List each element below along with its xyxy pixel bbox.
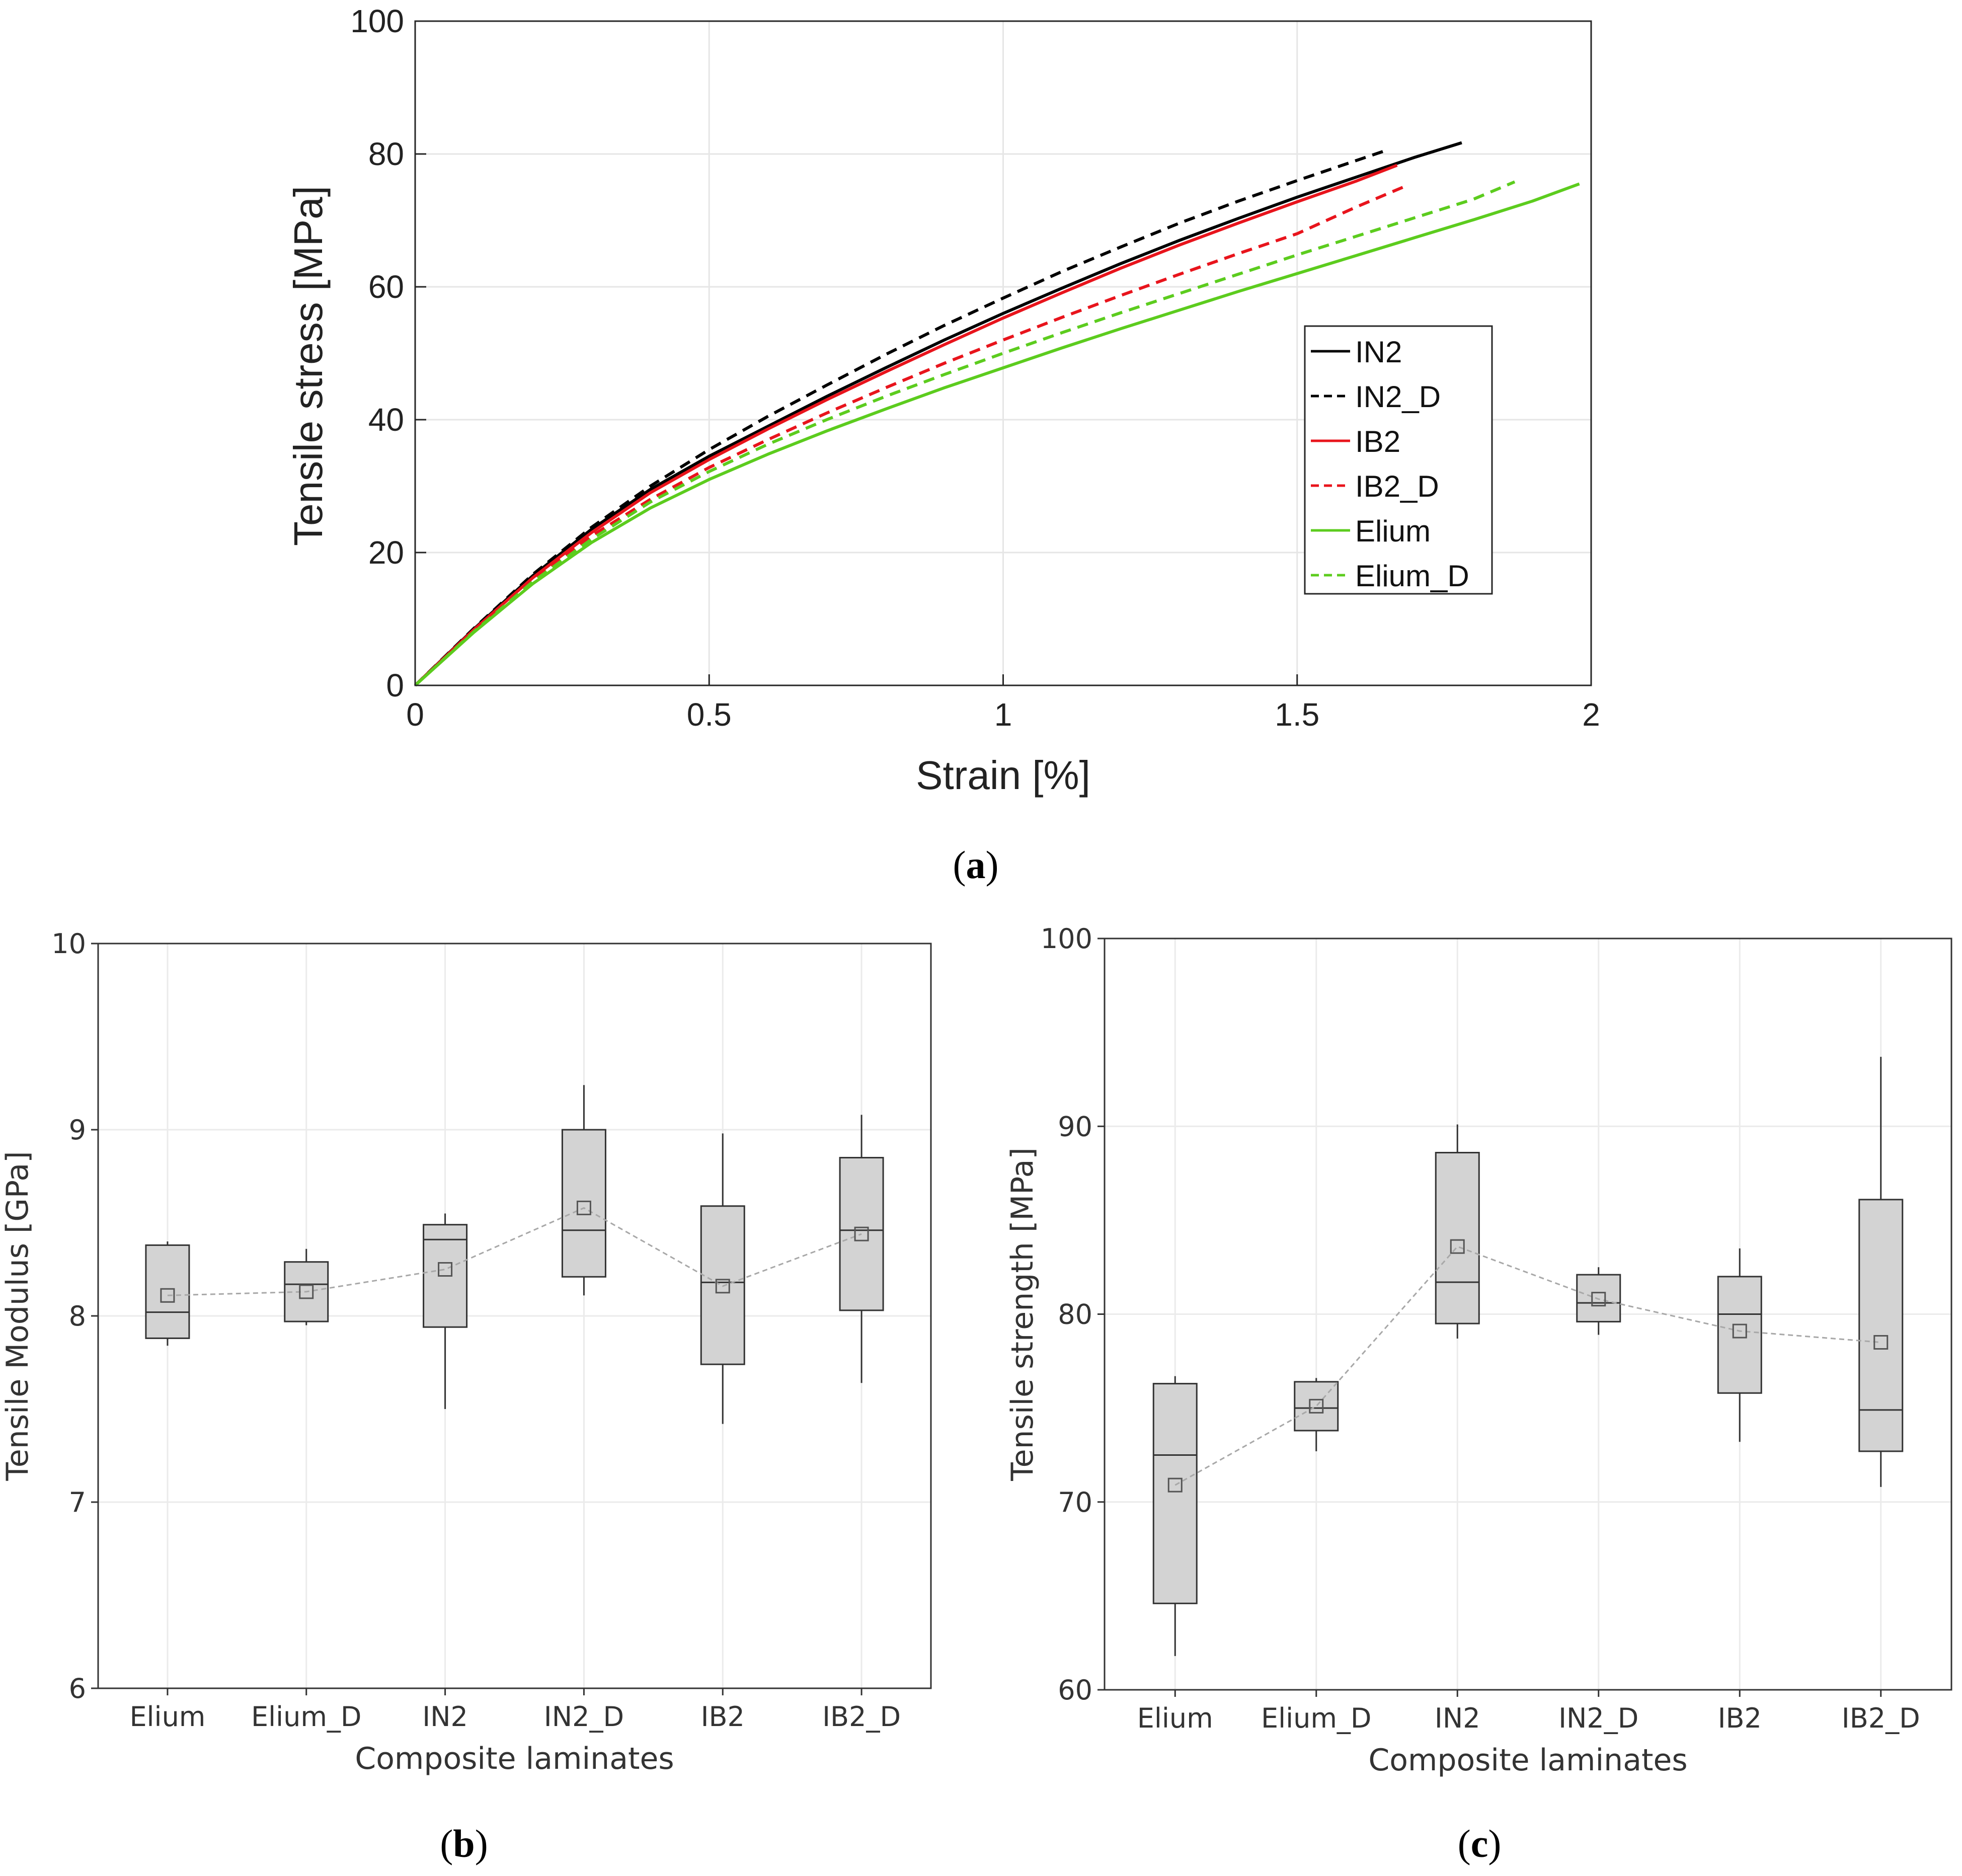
iqr-box	[1152, 1383, 1198, 1604]
mean-marker	[1450, 1239, 1465, 1254]
box-elium-d	[1294, 1378, 1339, 1451]
x-tick-label-a: 1.5	[1275, 696, 1319, 733]
legend-entry-label: IB2_D	[1355, 470, 1439, 503]
box-ib2	[1717, 1248, 1762, 1442]
y-axis-label-b: Tensile Modulus [GPa]	[0, 1151, 35, 1481]
mean-marker	[1167, 1477, 1183, 1493]
panel-b-caption: (b)	[440, 1822, 488, 1865]
box-in2-d	[1576, 1267, 1621, 1335]
mean-marker	[854, 1226, 869, 1241]
y-tick-label-a: 0	[386, 667, 404, 704]
box-ib2	[700, 1133, 745, 1424]
y-tick-label-a: 40	[368, 402, 404, 438]
x-tick-label-c: IB2	[1718, 1702, 1762, 1734]
x-tick-label-b: IB2_D	[822, 1701, 901, 1733]
y-tick-label-a: 20	[368, 534, 404, 571]
x-tick-label-b: Elium_D	[251, 1701, 362, 1733]
mean-marker	[1732, 1323, 1747, 1339]
x-axis-label-a: Strain [%]	[916, 753, 1090, 798]
y-tick-label-b: 6	[69, 1673, 86, 1704]
y-tick-label-a: 60	[368, 269, 404, 305]
mean-trend-line-b	[167, 1207, 862, 1296]
x-tick-label-c: IN2_D	[1558, 1702, 1638, 1734]
x-tick-label-c: IB2_D	[1842, 1702, 1920, 1734]
mean-marker	[715, 1279, 730, 1294]
x-tick-label-a: 2	[1582, 696, 1600, 733]
mean-trend-line-c	[1174, 1245, 1881, 1486]
iqr-box	[700, 1205, 745, 1365]
legend-entry-label: IB2	[1355, 425, 1400, 458]
panel-c-caption: (c)	[1458, 1822, 1502, 1865]
panel-a-caption: (a)	[953, 843, 999, 887]
x-tick-label-c: Elium	[1137, 1702, 1213, 1734]
y-tick-label-c: 70	[1058, 1487, 1092, 1518]
x-tick-label-a: 0	[406, 696, 424, 733]
x-axis-label-c: Composite laminates	[1368, 1743, 1687, 1778]
mean-marker	[1309, 1398, 1324, 1414]
iqr-box	[145, 1244, 190, 1339]
series-line-elium-d	[414, 180, 1516, 687]
series-line-elium	[414, 182, 1580, 687]
mean-marker	[160, 1288, 175, 1303]
y-tick-label-c: 90	[1058, 1111, 1092, 1142]
box-in2-d	[561, 1085, 606, 1296]
y-tick-label-c: 80	[1058, 1299, 1092, 1331]
mean-marker	[299, 1284, 314, 1299]
series-line-in2	[414, 141, 1462, 687]
x-tick-label-a: 1	[994, 696, 1012, 733]
box-in2	[1435, 1124, 1480, 1339]
iqr-box	[1717, 1276, 1762, 1394]
y-tick-label-c: 60	[1058, 1674, 1092, 1706]
y-tick-label-b: 9	[69, 1114, 86, 1146]
x-tick-label-b: IB2	[701, 1701, 745, 1733]
iqr-box	[1435, 1152, 1480, 1324]
y-tick-label-b: 8	[69, 1300, 86, 1332]
x-tick-label-c: IN2	[1435, 1702, 1480, 1734]
legend-entry-label: Elium	[1355, 514, 1431, 548]
x-tick-label-b: IN2	[422, 1701, 468, 1733]
legend-entry-label: Elium_D	[1355, 559, 1469, 593]
iqr-box	[1294, 1381, 1339, 1432]
series-line-in2-d	[414, 149, 1386, 687]
box-elium	[1152, 1376, 1198, 1656]
series-line-ib2	[414, 164, 1398, 687]
mean-marker	[1873, 1335, 1889, 1350]
y-axis-label-c: Tensile strength [MPa]	[1005, 1147, 1040, 1481]
x-axis-label-b: Composite laminates	[355, 1741, 674, 1776]
legend-a: IN2 IN2_D IB2 IB2_D Elium Elium_D	[1304, 325, 1493, 595]
panel-c-strength-boxplot: 60 70 80 90 100 Elium Elium_D IN2 IN2_D IB2 IB2_D C…	[1005, 923, 1952, 1778]
x-tick-label-b: Elium	[129, 1701, 205, 1733]
box-ib2-d	[1858, 1057, 1904, 1487]
y-tick-label-a: 80	[368, 136, 404, 172]
mean-marker	[576, 1200, 591, 1215]
panel-b-modulus-boxplot: 6 7 8 9 10 Elium Elium_D IN2 IN2_D IB2 IB2_D Compos…	[0, 928, 932, 1776]
x-tick-label-c: Elium_D	[1261, 1702, 1372, 1734]
iqr-box	[1858, 1199, 1904, 1452]
x-tick-label-b: IN2_D	[544, 1701, 624, 1733]
box-elium	[145, 1241, 190, 1346]
mean-marker	[438, 1262, 453, 1277]
iqr-box	[561, 1129, 606, 1278]
series-line-ib2-d	[414, 186, 1404, 687]
y-tick-label-b: 7	[69, 1487, 86, 1518]
mean-marker	[1591, 1292, 1606, 1307]
legend-box-a	[1304, 325, 1493, 595]
x-tick-label-a: 0.5	[687, 696, 732, 733]
y-tick-label-a: 100	[350, 3, 404, 39]
legend-entry-label: IN2_D	[1355, 380, 1441, 414]
y-tick-label-c: 100	[1041, 923, 1092, 955]
legend-entry-label: IN2	[1355, 335, 1402, 369]
y-tick-label-b: 10	[51, 928, 86, 960]
y-axis-label-a: Tensile stress [MPa]	[286, 186, 331, 546]
iqr-box	[1576, 1274, 1621, 1322]
